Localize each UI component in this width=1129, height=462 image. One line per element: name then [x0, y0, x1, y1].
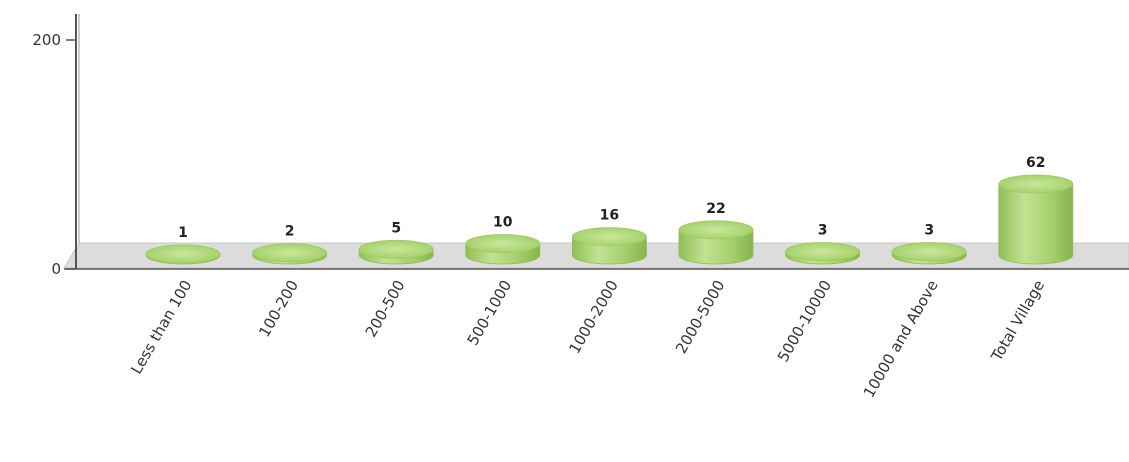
- bars-group: 1 2 5 10 16 22 3 3 62: [145, 155, 1074, 265]
- bar-top: [145, 244, 221, 264]
- category-label: Less than 100: [127, 277, 195, 377]
- category-label: 5000-10000: [774, 277, 835, 365]
- y-axis-ticks: 0 200: [32, 31, 76, 278]
- y-tick-label: 0: [51, 260, 61, 278]
- bar-top: [998, 174, 1074, 194]
- value-label: 3: [818, 223, 828, 239]
- value-label: 16: [600, 208, 619, 224]
- category-label: 200-500: [362, 277, 409, 340]
- bar-top: [465, 234, 541, 253]
- bar-top: [678, 220, 754, 240]
- bar-body: [678, 229, 754, 265]
- bar: 62: [998, 155, 1074, 265]
- category-label: 10000 and Above: [860, 277, 942, 401]
- bar-top: [252, 243, 328, 263]
- bar-top: [358, 239, 434, 259]
- value-label: 3: [924, 223, 934, 239]
- bar: 3: [891, 223, 967, 265]
- category-label: 100-200: [255, 277, 302, 340]
- bar: 1: [145, 225, 221, 265]
- bar: 3: [785, 223, 860, 265]
- bar: 2: [252, 224, 328, 265]
- bar-top: [891, 242, 967, 261]
- bar: 5: [358, 220, 434, 265]
- value-label: 62: [1026, 155, 1045, 171]
- bar-top: [785, 242, 860, 261]
- y-tick-label: 200: [32, 31, 61, 49]
- bar: 16: [572, 208, 647, 265]
- bar: 22: [678, 201, 754, 265]
- value-label: 5: [391, 220, 401, 236]
- category-label: 1000-2000: [565, 277, 621, 357]
- category-labels: Less than 100 100-200 200-500 500-1000 1000-…: [127, 277, 1048, 401]
- category-label: Total Village: [987, 277, 1048, 365]
- value-label: 1: [178, 225, 188, 241]
- bar-top: [572, 227, 647, 247]
- value-label: 22: [706, 201, 725, 217]
- category-label: 2000-5000: [672, 277, 728, 357]
- value-label: 10: [493, 215, 513, 231]
- value-label: 2: [285, 224, 295, 240]
- bar: 10: [465, 215, 541, 265]
- bar-body: [998, 183, 1074, 265]
- category-label: 500-1000: [464, 277, 516, 349]
